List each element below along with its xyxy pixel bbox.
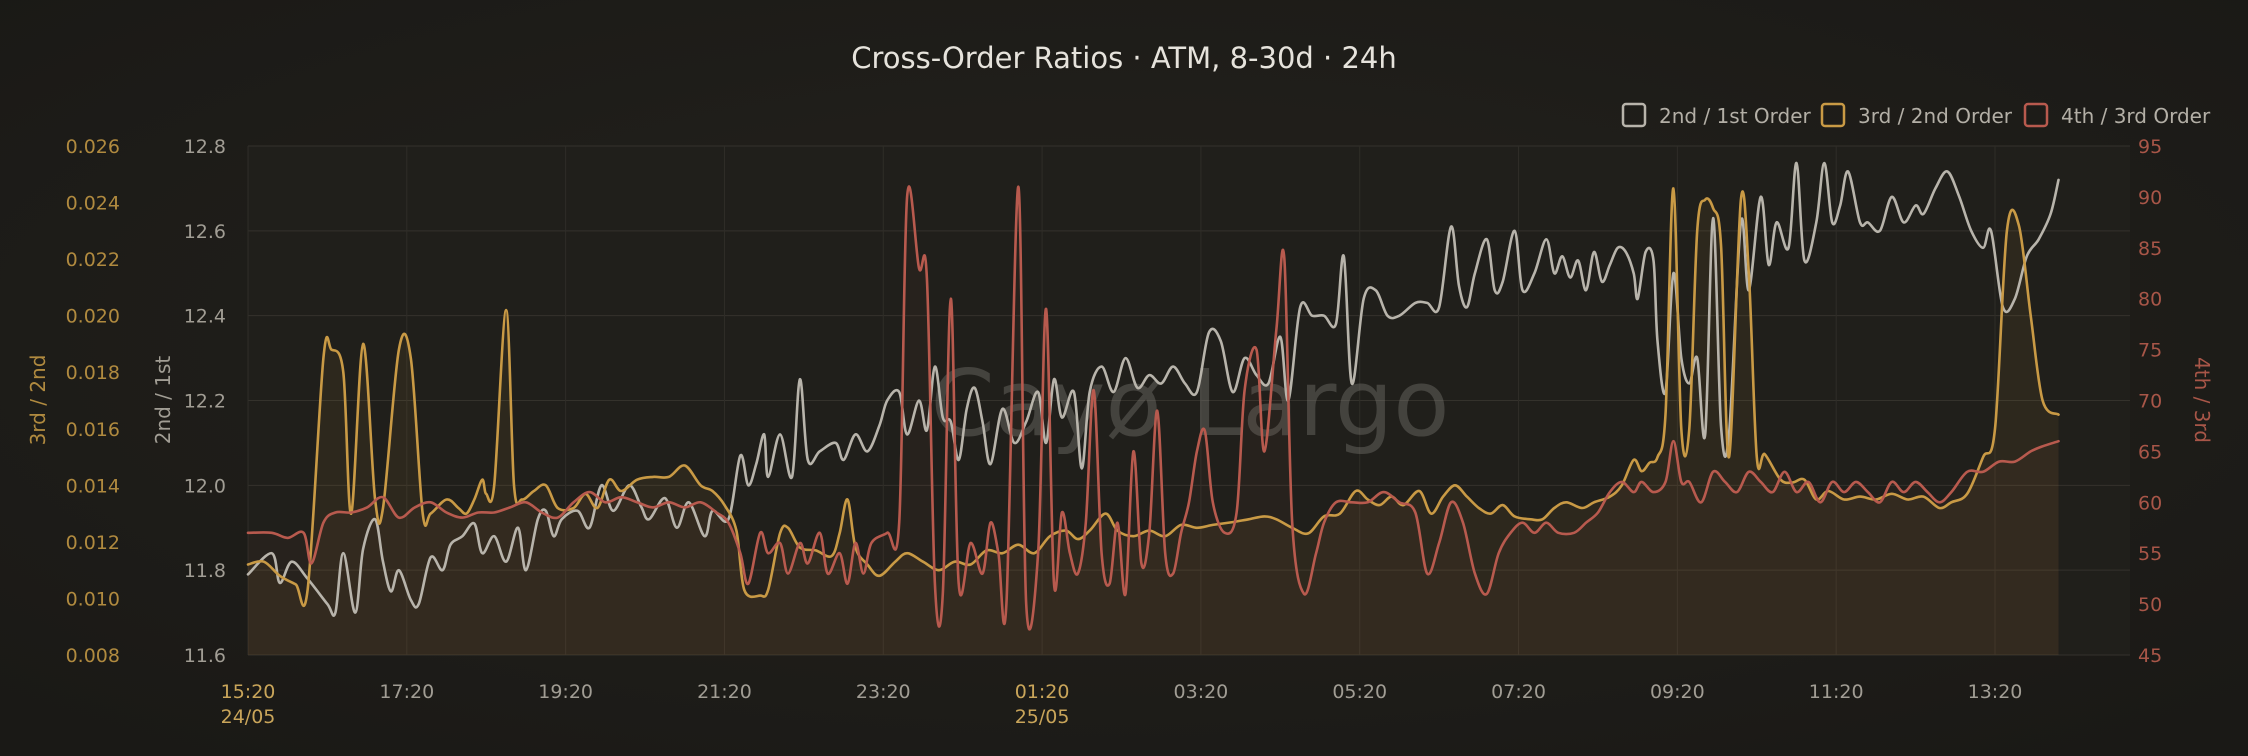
x-tick-date-label: 25/05 — [1015, 706, 1070, 728]
y-right-tick-label: 90 — [2138, 187, 2162, 209]
x-tick-label: 17:20 — [379, 681, 434, 703]
series-area-3 — [248, 186, 2059, 655]
y-left-outer-axis-title: 3rd / 2nd — [26, 355, 50, 446]
legend-swatch-1 — [1621, 102, 1647, 128]
y-right-tick-label: 95 — [2138, 136, 2162, 158]
chart-title: Cross-Order Ratios · ATM, 8-30d · 24h — [851, 41, 1397, 75]
y-left-outer-tick-label: 0.020 — [66, 306, 120, 328]
x-tick-label: 19:20 — [538, 681, 593, 703]
y-right-tick-label: 55 — [2138, 543, 2162, 565]
legend: 2nd / 1st Order 3rd / 2nd Order 4th / 3rd … — [1621, 102, 2211, 128]
gridlines — [247, 145, 2130, 656]
legend-label-3: 4th / 3rd Order — [2061, 104, 2211, 128]
y-left-outer-tick-label: 0.014 — [66, 475, 120, 497]
y-right-tick-label: 65 — [2138, 441, 2162, 463]
watermark: Cayø Largo — [930, 350, 1449, 457]
y-right-tick-label: 45 — [2138, 645, 2162, 667]
y-left-outer-tick-label: 0.024 — [66, 193, 120, 215]
y-left-outer-tick-label: 0.016 — [66, 419, 120, 441]
y-right-tick-label: 70 — [2138, 391, 2162, 413]
x-tick-label: 05:20 — [1332, 681, 1387, 703]
y-left-inner-tick-label: 12.2 — [184, 391, 226, 413]
x-tick-label: 03:20 — [1174, 681, 1229, 703]
x-tick-label: 07:20 — [1491, 681, 1546, 703]
x-tick-label: 15:20 — [221, 681, 276, 703]
y-left-outer-tick-label: 0.026 — [66, 136, 120, 158]
y-left-inner-tick-label: 12.6 — [184, 221, 226, 243]
y-left-inner-tick-label: 12.0 — [184, 475, 226, 497]
y-left-outer-tick-label: 0.018 — [66, 362, 120, 384]
x-tick-date-label: 24/05 — [221, 706, 276, 728]
y-right-tick-label: 85 — [2138, 238, 2162, 260]
y-right-axis-title: 4th / 3rd — [2190, 357, 2214, 443]
x-tick-label: 01:20 — [1015, 681, 1070, 703]
y-right-tick-label: 50 — [2138, 594, 2162, 616]
y-left-outer-tick-label: 0.012 — [66, 532, 120, 554]
y-left-inner-tick-label: 11.8 — [184, 560, 226, 582]
series-areas — [248, 186, 2059, 655]
y-left-outer-tick-label: 0.008 — [66, 645, 120, 667]
y-right-tick-label: 60 — [2138, 492, 2162, 514]
y-left-inner-tick-label: 11.6 — [184, 645, 226, 667]
y-right-tick-label: 75 — [2138, 340, 2162, 362]
y-left-outer-tick-label: 0.010 — [66, 588, 120, 610]
legend-label-1: 2nd / 1st Order — [1659, 104, 1812, 128]
y-left-inner-tick-label: 12.4 — [184, 306, 226, 328]
legend-label-2: 3rd / 2nd Order — [1858, 104, 2013, 128]
legend-swatch-3 — [2023, 102, 2049, 128]
series-area-2 — [248, 188, 2059, 655]
legend-swatch-2 — [1820, 102, 1846, 128]
x-tick-label: 23:20 — [856, 681, 911, 703]
x-tick-label: 09:20 — [1650, 681, 1705, 703]
x-tick-label: 11:20 — [1809, 681, 1864, 703]
x-tick-label: 13:20 — [1968, 681, 2023, 703]
y-left-inner-tick-label: 12.8 — [184, 136, 226, 158]
y-right-tick-label: 80 — [2138, 289, 2162, 311]
x-tick-label: 21:20 — [697, 681, 752, 703]
series-line-3 — [246, 185, 2060, 631]
axes: 11.6 11.8 12.0 12.2 12.4 12.6 12.8 0.008 0.010 0.… — [26, 136, 2214, 728]
y-left-outer-tick-label: 0.022 — [66, 249, 120, 271]
y-left-inner-axis-title: 2nd / 1st — [151, 356, 175, 445]
series-lines — [246, 161, 2060, 631]
